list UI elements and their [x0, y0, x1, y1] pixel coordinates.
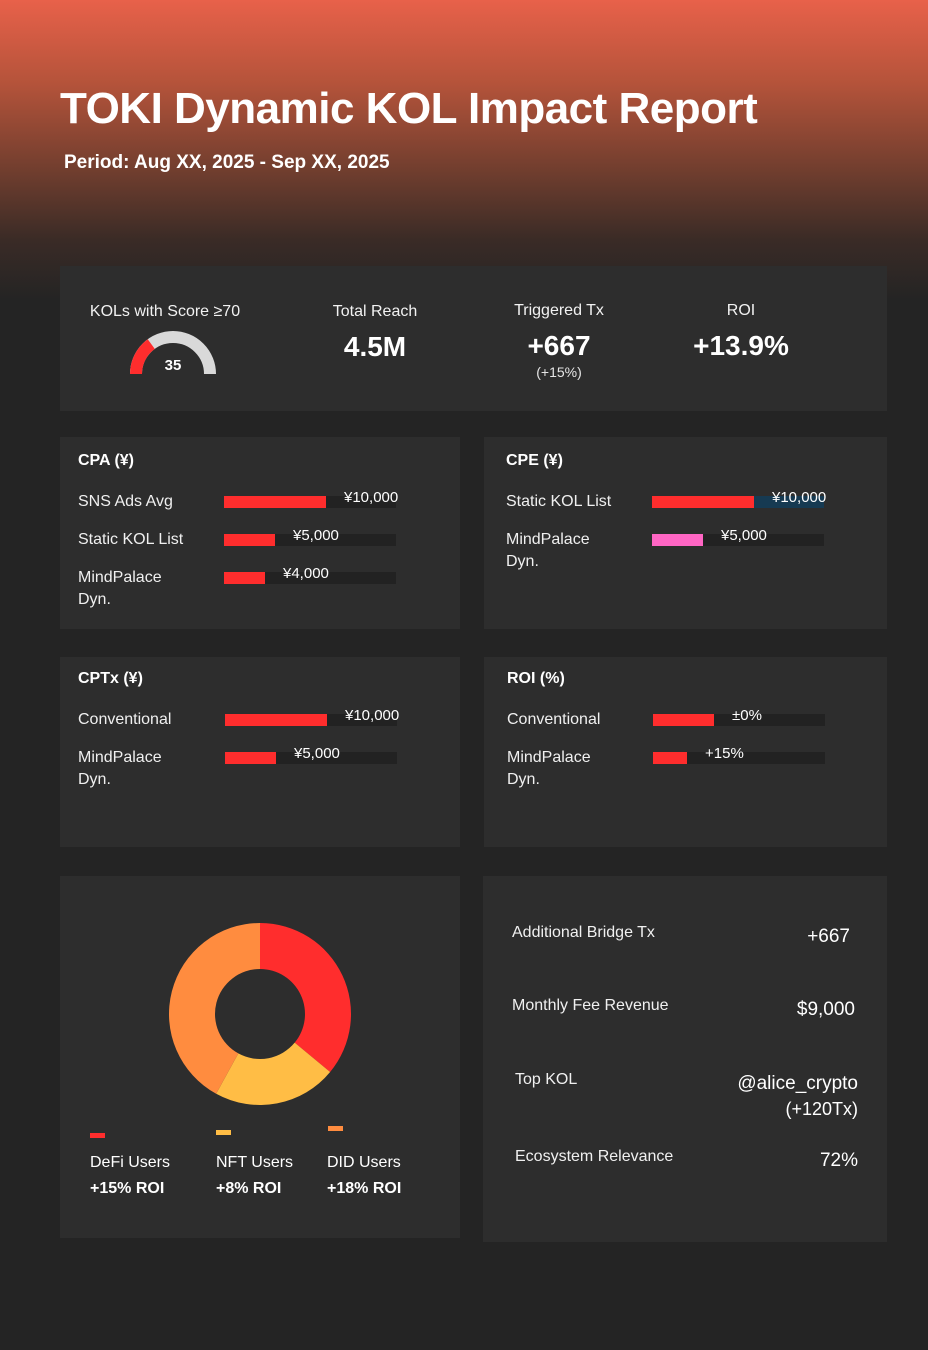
kpi-panel: [60, 266, 887, 411]
roi-bar-value: ±0%: [732, 707, 762, 724]
report-period: Period: Aug XX, 2025 - Sep XX, 2025: [64, 152, 390, 173]
kpi-roi-label: ROI: [726, 302, 756, 319]
summary-fee-value: $9,000: [796, 999, 855, 1020]
donut-slice-nft-users: [216, 1042, 331, 1105]
kpi-reach-value: 4.5M: [343, 331, 407, 362]
cptx-bar: [225, 714, 327, 726]
kpi-tx-label: Triggered Tx: [514, 302, 604, 319]
cpa-bar-value: ¥5,000: [293, 527, 339, 544]
legend-roi: +8% ROI: [216, 1180, 282, 1197]
cpe-bar-value: ¥10,000: [772, 489, 827, 506]
cpa-bar-value: ¥4,000: [283, 565, 329, 582]
cpa-card-title: CPA (¥): [78, 452, 134, 469]
roi-bar-track: [653, 752, 825, 764]
cptx-row-label: Conventional: [78, 711, 172, 728]
cpe-row-label: MindPalace Dyn.: [506, 531, 590, 570]
cpa-bar-value: ¥10,000: [344, 489, 399, 506]
kpi-roi: ROI +13.9%: [656, 302, 826, 362]
kpi-kols-label: KOLs with Score ≥70: [89, 303, 241, 320]
legend-swatch: [328, 1126, 343, 1131]
summary-bridge-value: +667: [807, 926, 850, 947]
segment-donut-chart: [168, 923, 351, 1105]
gauge-fill: [130, 339, 156, 375]
legend-roi: +18% ROI: [327, 1180, 402, 1197]
legend-swatch: [216, 1130, 231, 1135]
cpe-card: [484, 437, 887, 629]
roi-bar-value: +15%: [705, 745, 744, 762]
cpa-row-label: SNS Ads Avg: [78, 493, 173, 510]
kpi-reach-label: Total Reach: [332, 303, 418, 320]
kpi-roi-value: +13.9%: [693, 330, 789, 361]
kpi-reach: Total Reach 4.5M: [290, 303, 460, 363]
kols-gauge: 35: [130, 330, 220, 380]
cpe-bar-value: ¥5,000: [721, 527, 767, 544]
cptx-bar-value: ¥10,000: [345, 707, 400, 724]
summary-fee-label: Monthly Fee Revenue: [512, 997, 669, 1014]
roi-row-label: MindPalace Dyn.: [507, 749, 591, 788]
legend-roi: +15% ROI: [90, 1180, 165, 1197]
kpi-tx-sub: (+15%): [536, 364, 582, 380]
kpi-tx-value: +667: [527, 330, 591, 361]
cpa-bar: [224, 496, 326, 508]
cptx-row-label: MindPalace Dyn.: [78, 749, 162, 788]
kpi-kols: KOLs with Score ≥70: [70, 303, 260, 321]
kols-gauge-svg: [130, 331, 216, 375]
summary-relevance-value: 72%: [819, 1150, 858, 1171]
cpa-bar: [224, 534, 275, 546]
kpi-tx: Triggered Tx +667 (+15%): [474, 302, 644, 380]
cptx-bar: [225, 752, 276, 764]
summary-topkol-label: Top KOL: [515, 1071, 578, 1088]
summary-topkol-tx: (+120Tx): [785, 1099, 858, 1119]
legend-name: NFT Users: [216, 1154, 294, 1171]
report-title: TOKI Dynamic KOL Impact Report: [60, 84, 758, 133]
legend-name: DID Users: [327, 1154, 401, 1171]
cpe-bar: [652, 496, 754, 508]
summary-topkol-value: @alice_crypto: [737, 1073, 858, 1094]
summary-card: [483, 876, 887, 1242]
donut-slice-did-users: [168, 923, 260, 1094]
cpa-row-label: Static KOL List: [78, 531, 184, 548]
cpa-bar-track: [224, 572, 396, 584]
cpa-row-label: MindPalace Dyn.: [78, 569, 162, 608]
donut-slice-defi-users: [260, 923, 351, 1073]
legend-swatch: [90, 1133, 105, 1138]
cptx-card-title: CPTx (¥): [78, 670, 143, 687]
cpe-card-title: CPE (¥): [506, 452, 563, 469]
summary-bridge-label: Additional Bridge Tx: [512, 924, 655, 941]
summary-relevance-label: Ecosystem Relevance: [515, 1148, 674, 1165]
cpa-card: [60, 437, 460, 629]
cptx-bar-value: ¥5,000: [294, 745, 340, 762]
roi-row-label: Conventional: [507, 711, 601, 728]
roi-bar: [653, 752, 687, 764]
header-background: [0, 0, 928, 300]
cpe-bar: [652, 534, 703, 546]
kpi-kols-value: 35: [164, 357, 182, 374]
roi-bar: [653, 714, 714, 726]
legend-name: DeFi Users: [90, 1154, 171, 1171]
cpe-row-label: Static KOL List: [506, 493, 612, 510]
cpa-bar: [224, 572, 265, 584]
roi-card-title: ROI (%): [507, 670, 565, 687]
